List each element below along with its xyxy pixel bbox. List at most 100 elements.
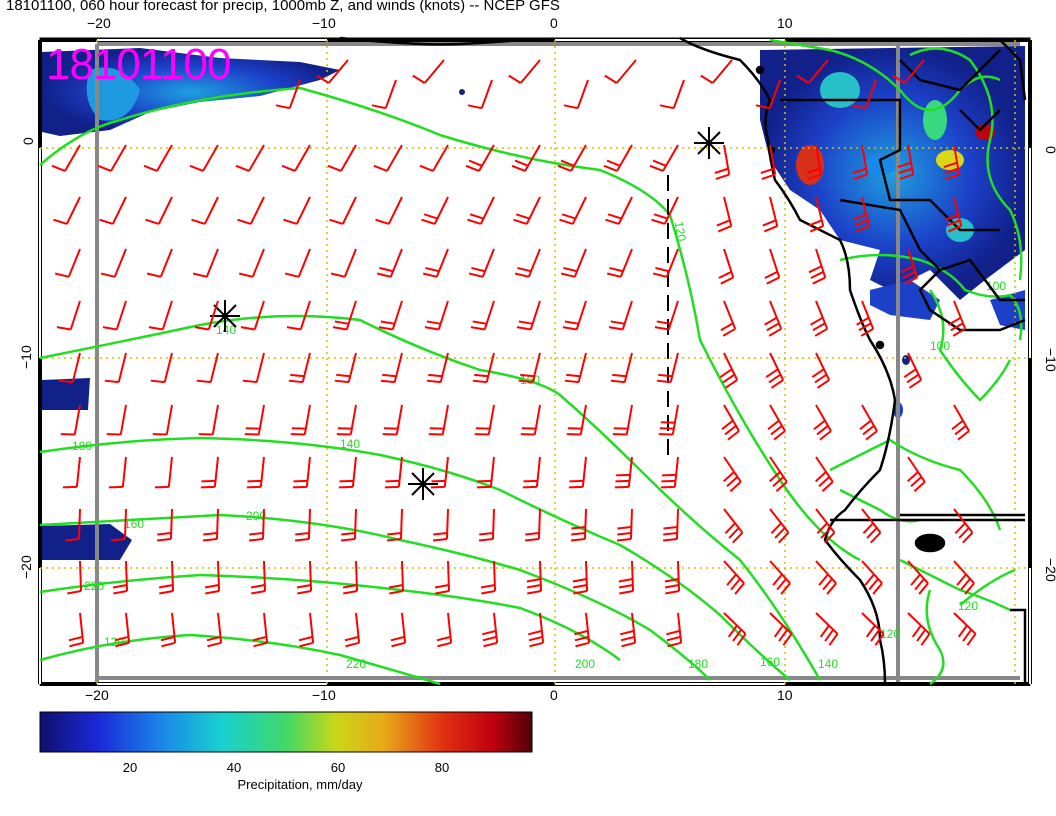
wind-barb [235, 144, 265, 172]
wind-barb [58, 352, 81, 384]
wind-barb [810, 300, 829, 337]
wind-barb [327, 144, 357, 172]
wind-barb [606, 248, 633, 278]
wind-barb [329, 196, 357, 225]
wind-barb [237, 196, 265, 225]
wind-barb [755, 79, 781, 110]
right-lat-label: 0 [1043, 146, 1056, 154]
wind-barb [815, 508, 836, 544]
wind-barb [859, 404, 878, 441]
wind-barb [316, 59, 349, 84]
wind-barb [861, 612, 885, 646]
wind-barb [334, 352, 357, 384]
bottom-lon-label: −20 [85, 687, 109, 703]
wind-barb [900, 248, 919, 285]
wind-barb [570, 508, 587, 542]
wind-barb [559, 196, 587, 225]
storm-center-marker [408, 468, 438, 500]
wind-barb [145, 196, 173, 225]
contour-label: 180 [72, 439, 92, 453]
wind-barb [196, 352, 219, 384]
coastline [339, 36, 1027, 685]
wind-barb [191, 196, 219, 225]
wind-barb [434, 560, 451, 595]
wind-barb [376, 248, 403, 278]
bottom-lon-label: 0 [550, 687, 558, 703]
wind-barb [614, 456, 633, 489]
wind-barb [769, 612, 793, 646]
contour-label: 160 [124, 517, 144, 531]
wind-barb [465, 144, 495, 172]
wind-barb [290, 404, 311, 436]
wind-barb [897, 144, 915, 180]
wind-barb [528, 612, 545, 648]
wind-barb [620, 612, 637, 648]
wind-barb [649, 144, 679, 172]
wind-barb [102, 300, 127, 331]
top-lon-label: −10 [312, 15, 336, 31]
wind-barb [238, 248, 265, 278]
wind-barb [382, 404, 403, 436]
wind-barb [767, 404, 786, 441]
domain-box [95, 42, 1020, 682]
wind-barb [375, 196, 403, 225]
top-lon-label: 10 [777, 15, 793, 31]
wind-barb [192, 248, 219, 278]
wind-barb [298, 612, 315, 648]
wind-barb [99, 196, 127, 225]
storm-center-marker [210, 300, 240, 332]
wind-barb [421, 196, 449, 225]
wind-barb [158, 560, 175, 595]
left-lat-label: 0 [20, 137, 36, 145]
wind-barb [244, 404, 265, 436]
contour-label: 180 [688, 657, 708, 671]
wind-barb [160, 612, 177, 648]
wind-barb [60, 404, 81, 436]
wind-barb [436, 612, 453, 648]
wind-barb [100, 248, 127, 278]
left-lat-label: −20 [18, 555, 34, 579]
wind-barb [419, 144, 449, 172]
precip-field [42, 46, 1025, 560]
wind-barb [664, 560, 681, 595]
wind-barb [467, 196, 495, 225]
wind-barb [723, 560, 745, 595]
wind-barb [721, 404, 740, 441]
wind-barb [719, 352, 739, 389]
wind-barb [907, 456, 926, 493]
wind-barb [53, 196, 81, 225]
axis-labels: −20 −10 0 10 −20 −10 0 10 0 −10 −20 0 −1… [18, 15, 1056, 703]
wind-barb [275, 79, 301, 110]
wind-barb [951, 404, 970, 441]
wind-barb [520, 404, 541, 436]
wind-barb [953, 612, 977, 646]
storm-center-marker [694, 127, 724, 159]
wind-barb [560, 248, 587, 278]
wind-barb [378, 300, 403, 331]
wind-barb [666, 612, 683, 648]
wind-barb [480, 560, 497, 595]
wind-barb [524, 508, 541, 542]
wind-barb [156, 508, 173, 542]
wind-barb [412, 59, 445, 84]
wind-barb [200, 456, 219, 489]
colorbar-title: Precipitation, mm/day [237, 777, 363, 792]
wind-barb [150, 352, 173, 384]
wind-barb [658, 404, 679, 436]
bottom-lon-label: 10 [777, 687, 793, 703]
wind-barb [292, 456, 311, 489]
wind-barb [518, 352, 541, 384]
wind-barb [662, 508, 679, 542]
wind-barb [851, 79, 877, 110]
wind-barb [110, 508, 127, 542]
wind-barb [659, 79, 685, 110]
contour-label: 220 [346, 657, 366, 671]
wind-barb [422, 248, 449, 278]
contour-label: 200 [246, 509, 266, 523]
wind-barb [344, 612, 361, 648]
contour-label: 120 [104, 635, 124, 649]
wind-barb [723, 508, 744, 544]
wind-barb [246, 456, 265, 489]
wind-barb [557, 144, 587, 172]
wind-barb [388, 560, 405, 595]
